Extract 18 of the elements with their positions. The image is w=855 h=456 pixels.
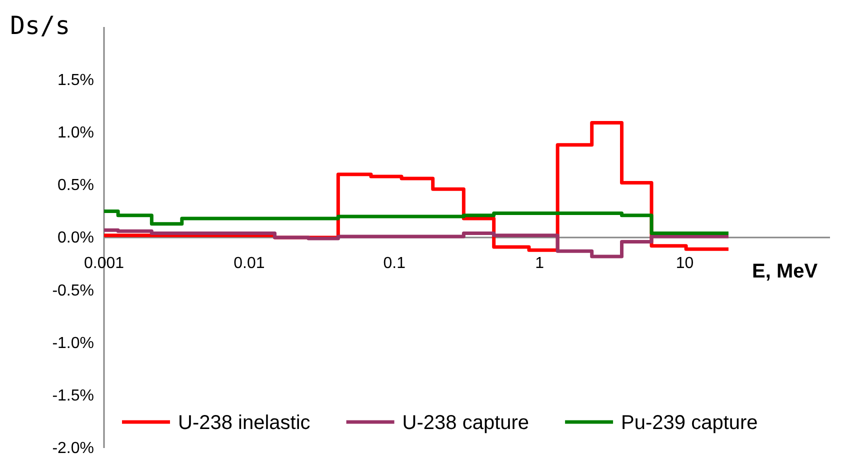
legend-label: Pu-239 capture xyxy=(621,412,758,434)
y-tick-label: 1.5% xyxy=(58,72,94,89)
y-tick-label: -0.5% xyxy=(52,282,94,300)
y-axis-title: Ds/s xyxy=(10,11,70,40)
legend-label: U-238 inelastic xyxy=(178,412,310,434)
x-tick-label: 0.01 xyxy=(234,254,265,272)
y-tick-label: -2.0% xyxy=(52,440,94,456)
y-tick-label: -1.5% xyxy=(52,387,94,404)
x-tick-label: 0.001 xyxy=(84,254,124,272)
y-tick-label: 1.0% xyxy=(58,124,94,142)
y-tick-label: 0.5% xyxy=(58,176,94,194)
x-tick-label: 10 xyxy=(676,254,694,272)
x-tick-label: 1 xyxy=(535,254,544,272)
y-tick-label: -1.0% xyxy=(52,334,94,352)
legend-label: U-238 capture xyxy=(402,412,530,434)
y-tick-label: 0.0% xyxy=(58,230,94,247)
x-tick-label: 0.1 xyxy=(383,254,406,272)
x-axis-title: E, MeV xyxy=(752,260,818,282)
